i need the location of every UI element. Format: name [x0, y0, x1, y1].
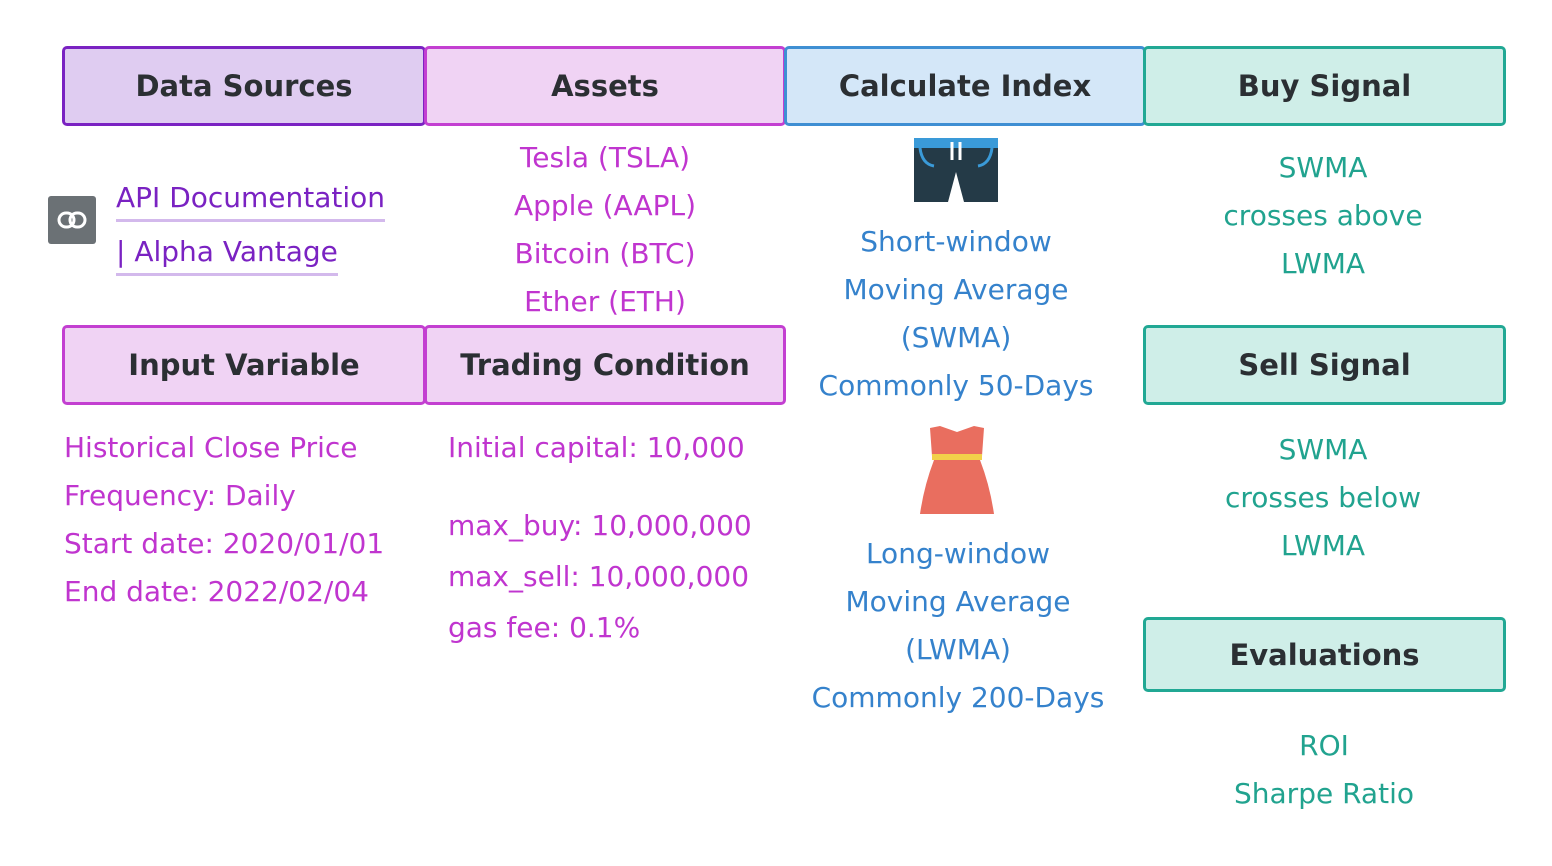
calculate-index-header: Calculate Index: [784, 46, 1146, 126]
sell-signal-line: SWMA: [1278, 433, 1368, 466]
evaluation-item: Sharpe Ratio: [1234, 777, 1414, 810]
sell-signal-line: LWMA: [1280, 529, 1366, 562]
asset-item: Tesla (TSLA): [519, 141, 691, 174]
short-window-line: Commonly 50-Days: [818, 369, 1094, 402]
long-window-line: Commonly 200-Days: [811, 681, 1105, 714]
short-window-text: Short-window Moving Average (SWMA) Commo…: [786, 218, 1126, 410]
long-window-line: Moving Average: [845, 585, 1071, 618]
input-variable-item: Start date: 2020/01/01: [64, 527, 385, 560]
evaluation-item: ROI: [1299, 729, 1349, 762]
link-line-1[interactable]: API Documentation: [116, 177, 386, 222]
asset-item: Bitcoin (BTC): [514, 237, 696, 270]
asset-item: Ether (ETH): [524, 285, 686, 318]
input-variable-header: Input Variable: [62, 325, 426, 405]
short-window-line: (SWMA): [900, 321, 1012, 354]
buy-signal-line: crosses above: [1223, 199, 1423, 232]
trading-limits-list: max_buy: 10,000,000 max_sell: 10,000,000…: [448, 500, 752, 653]
buy-signal-text: SWMA crosses above LWMA: [1143, 144, 1503, 288]
trading-condition-item: gas fee: 0.1%: [448, 611, 641, 644]
input-variable-item: Historical Close Price: [64, 431, 358, 464]
dress-icon: [920, 426, 994, 514]
short-window-line: Moving Average: [843, 273, 1069, 306]
long-window-line: (LWMA): [905, 633, 1011, 666]
trading-condition-item: max_sell: 10,000,000: [448, 560, 750, 593]
initial-capital: Initial capital: 10,000: [448, 431, 745, 464]
assets-list: Tesla (TSLA) Apple (AAPL) Bitcoin (BTC) …: [424, 134, 786, 326]
sell-signal-header: Sell Signal: [1143, 325, 1506, 405]
sell-signal-line: crosses below: [1224, 481, 1422, 514]
input-variable-list: Historical Close Price Frequency: Daily …: [64, 424, 384, 616]
input-variable-item: Frequency: Daily: [64, 479, 296, 512]
assets-header: Assets: [424, 46, 786, 126]
long-window-text: Long-window Moving Average (LWMA) Common…: [788, 530, 1128, 722]
data-sources-header: Data Sources: [62, 46, 426, 126]
shorts-icon: [914, 138, 998, 202]
evaluations-text: ROI Sharpe Ratio: [1143, 722, 1505, 818]
link-icon[interactable]: [48, 196, 96, 244]
asset-item: Apple (AAPL): [513, 189, 697, 222]
buy-signal-header: Buy Signal: [1143, 46, 1506, 126]
api-documentation-link[interactable]: API Documentation | Alpha Vantage: [116, 174, 386, 276]
short-window-line: Short-window: [860, 225, 1052, 258]
link-line-2[interactable]: | Alpha Vantage: [116, 231, 338, 276]
buy-signal-line: SWMA: [1278, 151, 1368, 184]
buy-signal-line: LWMA: [1280, 247, 1366, 280]
trading-condition-item: max_buy: 10,000,000: [448, 509, 752, 542]
evaluations-header: Evaluations: [1143, 617, 1506, 692]
long-window-line: Long-window: [865, 537, 1051, 570]
trading-condition-header: Trading Condition: [424, 325, 786, 405]
input-variable-item: End date: 2022/02/04: [64, 575, 369, 608]
sell-signal-text: SWMA crosses below LWMA: [1143, 426, 1503, 570]
